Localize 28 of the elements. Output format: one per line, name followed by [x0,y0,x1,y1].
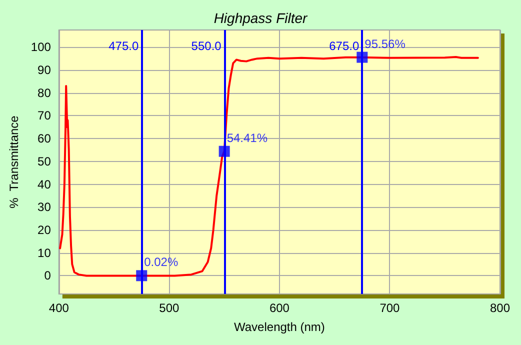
data-label: 54.41% [226,130,268,145]
ref-line-label: 475.0 [108,39,139,53]
y-tick-label: 70 [38,108,52,123]
point [356,52,368,63]
y-tick-label: 90 [38,63,52,77]
y-tick-label: 60 [38,132,52,146]
ref-line-label: 675.0 [329,39,360,53]
data-label: 0.02% [144,255,178,270]
y-tick-label: 40 [38,177,52,192]
y-tick-label: 50 [38,154,52,168]
x-tick-label: 800 [490,301,510,315]
x-tick-label: 500 [159,301,180,315]
y-axis-title: % Transmittance [7,115,21,208]
y-tick-label: 10 [38,246,52,260]
x-tick-label: 400 [48,301,70,315]
point [136,270,148,282]
x-tick-label: 700 [380,301,400,315]
chart-title: Highpass Filter [214,10,309,26]
point [218,146,230,157]
y-tick-label: 80 [38,86,52,100]
data-label: 95.56% [364,36,406,51]
y-tick-label: 30 [38,200,52,214]
y-tick-label: 0 [44,268,52,283]
ref-line-label: 550.0 [191,39,222,53]
y-tick-label: 20 [38,223,52,237]
x-tick-label: 600 [269,301,290,315]
x-axis-title: Wavelength (nm) [234,320,325,334]
y-tick-label: 100 [30,40,52,54]
